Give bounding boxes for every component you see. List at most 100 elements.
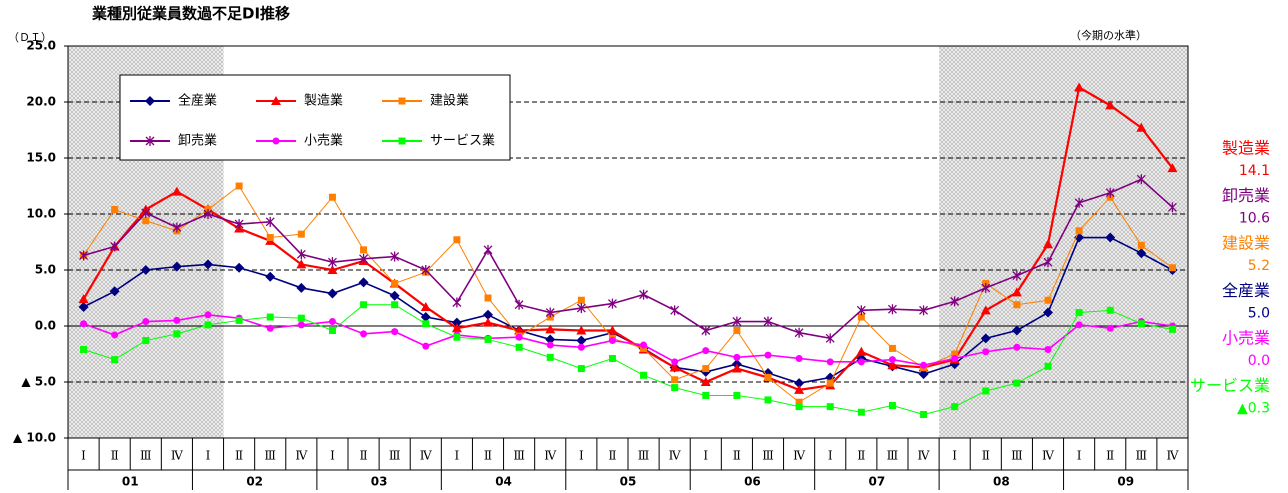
x-tick-label: Ⅱ: [484, 449, 492, 463]
end-label-name: 小売業: [1222, 329, 1270, 348]
marker: [1044, 362, 1052, 370]
marker: [733, 326, 741, 334]
marker: [296, 249, 306, 260]
end-label-value: 10.6: [1239, 211, 1270, 227]
marker: [857, 408, 865, 416]
marker: [640, 341, 648, 349]
marker: [980, 333, 991, 344]
marker: [1043, 257, 1053, 268]
marker: [111, 331, 119, 339]
x-tick-label: Ⅳ: [171, 449, 184, 463]
marker: [577, 343, 585, 351]
marker: [265, 271, 276, 282]
marker: [420, 312, 431, 323]
marker: [1106, 324, 1114, 332]
marker: [484, 294, 492, 302]
marker: [1074, 232, 1085, 243]
marker: [920, 361, 928, 369]
marker: [235, 182, 243, 190]
marker: [576, 335, 587, 346]
marker: [576, 303, 586, 314]
marker: [451, 323, 462, 333]
marker: [795, 403, 803, 411]
marker: [110, 241, 120, 252]
marker: [453, 333, 461, 341]
x-tick-label: Ⅱ: [235, 449, 243, 463]
marker: [171, 186, 182, 196]
y-tick-label: ▲ 10.0: [13, 431, 56, 445]
x-tick-label: Ⅳ: [420, 449, 433, 463]
marker: [607, 298, 617, 309]
marker: [420, 301, 431, 311]
marker: [951, 354, 959, 362]
marker: [359, 253, 369, 264]
marker: [515, 343, 523, 351]
marker: [1106, 306, 1114, 314]
marker: [1075, 227, 1083, 235]
marker: [1105, 187, 1115, 198]
x-tick-label: Ⅰ: [579, 449, 584, 463]
y-tick-label: 25.0: [26, 39, 56, 53]
x-tick-label: Ⅱ: [608, 449, 616, 463]
marker: [1013, 379, 1021, 387]
y-tick-label: 5.0: [35, 263, 56, 277]
marker: [140, 265, 151, 275]
marker: [826, 403, 834, 411]
marker: [265, 216, 275, 227]
marker: [545, 324, 556, 334]
marker: [111, 356, 119, 364]
end-label-value: 5.2: [1248, 258, 1270, 274]
marker: [546, 353, 554, 361]
series-line: [83, 304, 1173, 415]
marker: [327, 257, 337, 268]
marker: [204, 321, 212, 329]
marker: [390, 251, 400, 262]
marker: [731, 363, 742, 373]
marker: [80, 346, 88, 354]
marker: [1012, 270, 1022, 281]
x-tick-label: Ⅱ: [733, 449, 741, 463]
marker: [173, 330, 181, 338]
year-label: 09: [1117, 475, 1134, 489]
year-label: 07: [869, 475, 886, 489]
year-label: 04: [495, 475, 512, 489]
marker: [856, 346, 867, 356]
marker: [888, 402, 896, 410]
marker: [173, 316, 181, 324]
marker: [545, 307, 555, 318]
marker: [888, 356, 896, 364]
legend-label: 卸売業: [178, 133, 217, 149]
marker: [391, 279, 399, 287]
marker: [272, 137, 280, 145]
marker: [671, 384, 679, 392]
x-tick-label: Ⅲ: [1011, 449, 1023, 463]
marker: [327, 265, 338, 274]
marker: [1136, 122, 1147, 132]
marker: [203, 259, 213, 270]
x-tick-label: Ⅳ: [669, 449, 682, 463]
marker: [794, 327, 804, 338]
marker: [1044, 296, 1052, 304]
marker: [360, 301, 368, 309]
marker: [109, 286, 120, 297]
marker: [141, 207, 151, 218]
x-tick-label: Ⅳ: [1166, 449, 1179, 463]
marker: [266, 234, 274, 242]
marker: [266, 324, 274, 332]
marker: [1044, 346, 1052, 354]
x-tick-label: Ⅲ: [389, 449, 401, 463]
marker: [391, 328, 399, 336]
marker: [266, 313, 274, 321]
x-tick-label: Ⅱ: [359, 449, 367, 463]
marker: [702, 391, 710, 399]
marker: [670, 305, 680, 316]
marker: [1167, 202, 1177, 213]
marker: [702, 347, 710, 355]
marker: [1168, 325, 1176, 333]
y-tick-label: 20.0: [26, 95, 56, 109]
marker: [360, 330, 368, 338]
marker: [763, 316, 773, 327]
end-label-value: 14.1: [1239, 163, 1270, 179]
marker: [398, 137, 406, 145]
marker: [1136, 174, 1146, 185]
